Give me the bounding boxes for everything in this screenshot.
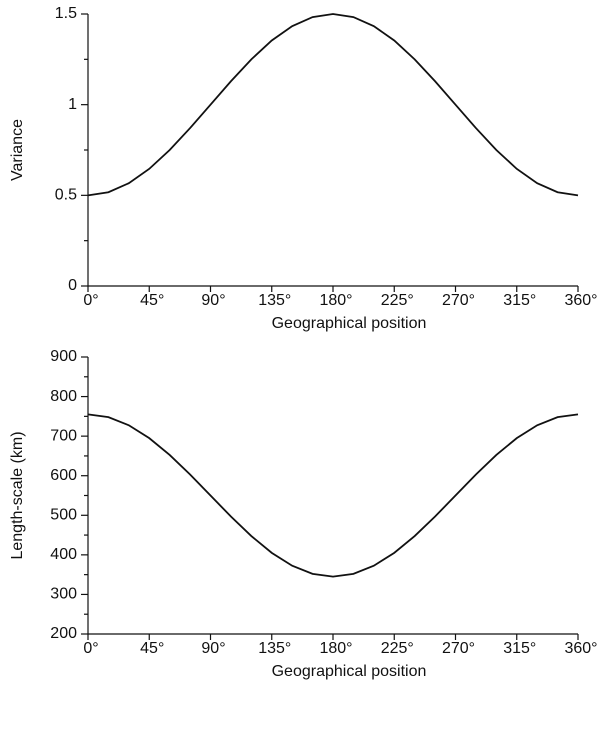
x-tick-label: 135° bbox=[258, 640, 291, 657]
y-tick-label: 800 bbox=[50, 388, 77, 405]
y-axis-label: Variance bbox=[9, 119, 26, 181]
y-tick-label: 0 bbox=[68, 277, 77, 294]
x-tick-label: 270° bbox=[442, 292, 475, 309]
x-tick-label: 360° bbox=[564, 292, 597, 309]
y-tick-label: 400 bbox=[50, 546, 77, 563]
axes bbox=[87, 14, 578, 287]
x-axis-label: Geographical position bbox=[272, 315, 427, 332]
x-tick-label: 315° bbox=[503, 292, 536, 309]
y-tick-label: 200 bbox=[50, 625, 77, 642]
x-tick-label: 360° bbox=[564, 640, 597, 657]
x-tick-label: 135° bbox=[258, 292, 291, 309]
y-tick-label: 700 bbox=[50, 427, 77, 444]
y-tick-label: 300 bbox=[50, 586, 77, 603]
x-tick-label: 315° bbox=[503, 640, 536, 657]
x-tick-label: 45° bbox=[140, 292, 164, 309]
y-tick-label: 900 bbox=[50, 348, 77, 365]
x-tick-label: 0° bbox=[83, 292, 98, 309]
x-tick-label: 225° bbox=[381, 292, 414, 309]
x-tick-label: 45° bbox=[140, 640, 164, 657]
y-tick-label: 1 bbox=[68, 96, 77, 113]
y-axis-label: Length-scale (km) bbox=[9, 431, 26, 559]
x-axis-label: Geographical position bbox=[272, 663, 427, 680]
y-tick-label: 0.5 bbox=[55, 187, 77, 204]
y-tick-label: 500 bbox=[50, 507, 77, 524]
y-tick-label: 1.5 bbox=[55, 5, 77, 22]
line bbox=[87, 13, 579, 197]
x-tick-label: 90° bbox=[201, 640, 225, 657]
x-tick-label: 180° bbox=[319, 292, 352, 309]
x-tick-label: 180° bbox=[319, 640, 352, 657]
line bbox=[87, 413, 579, 578]
x-tick-label: 225° bbox=[381, 640, 414, 657]
x-tick-label: 0° bbox=[83, 640, 98, 657]
axes bbox=[87, 357, 578, 635]
x-tick-label: 90° bbox=[201, 292, 225, 309]
x-tick-label: 270° bbox=[442, 640, 475, 657]
y-tick-label: 600 bbox=[50, 467, 77, 484]
